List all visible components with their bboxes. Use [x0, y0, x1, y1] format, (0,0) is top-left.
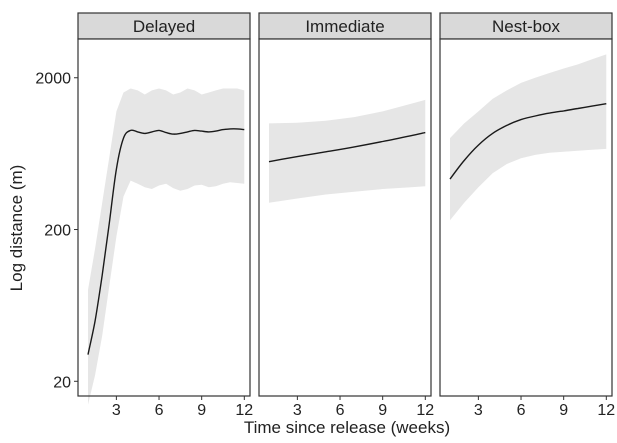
- x-tick-label: 12: [597, 402, 615, 419]
- facet-strip: [258, 12, 432, 40]
- confidence-band: [450, 54, 607, 221]
- facet-panel-delayed: Delayed 3 6 9 12: [77, 12, 253, 419]
- confidence-band: [269, 99, 426, 203]
- y-axis: 20 200 2000: [35, 71, 78, 391]
- series-line: [449, 103, 607, 180]
- y-tick-label: 2000: [35, 71, 71, 88]
- x-tick-label: 9: [378, 402, 387, 419]
- x-tick-label: 6: [155, 402, 164, 419]
- x-tick-label: 9: [197, 402, 206, 419]
- facet-panel-immediate: Immediate 3 6 9 12: [258, 12, 434, 419]
- chart-panels: Delayed 3 6 9 12 Immediate 3 6 9 12 Nest-box 3 6 9 12: [77, 12, 615, 419]
- x-tick-label: 12: [416, 402, 434, 419]
- confidence-band: [88, 88, 245, 405]
- facet-strip-label: Nest-box: [492, 17, 561, 36]
- facet-strip-label: Immediate: [305, 17, 384, 36]
- x-tick-label: 6: [517, 402, 526, 419]
- facet-strip-label: Delayed: [133, 17, 195, 36]
- y-tick-label: 20: [53, 374, 71, 391]
- panel-frame: [77, 38, 251, 397]
- y-tick-label: 200: [44, 223, 71, 240]
- x-tick-label: 3: [112, 402, 121, 419]
- x-tick-label: 3: [474, 402, 483, 419]
- x-axis-label: Time since release (weeks): [244, 418, 450, 437]
- y-axis-label: Log distance (m): [7, 165, 26, 292]
- facet-strip: [77, 12, 251, 40]
- series-line: [87, 128, 245, 355]
- x-tick-label: 6: [336, 402, 345, 419]
- facet-panel-nest-box: Nest-box 3 6 9 12: [439, 12, 615, 419]
- panel-background: [259, 39, 431, 396]
- panel-frame: [258, 38, 432, 397]
- series-line: [268, 131, 426, 163]
- x-tick-label: 3: [293, 402, 302, 419]
- x-tick-label: 9: [559, 402, 568, 419]
- facet-strip: [439, 12, 613, 40]
- panel-frame: [439, 38, 613, 397]
- x-tick-label: 12: [235, 402, 253, 419]
